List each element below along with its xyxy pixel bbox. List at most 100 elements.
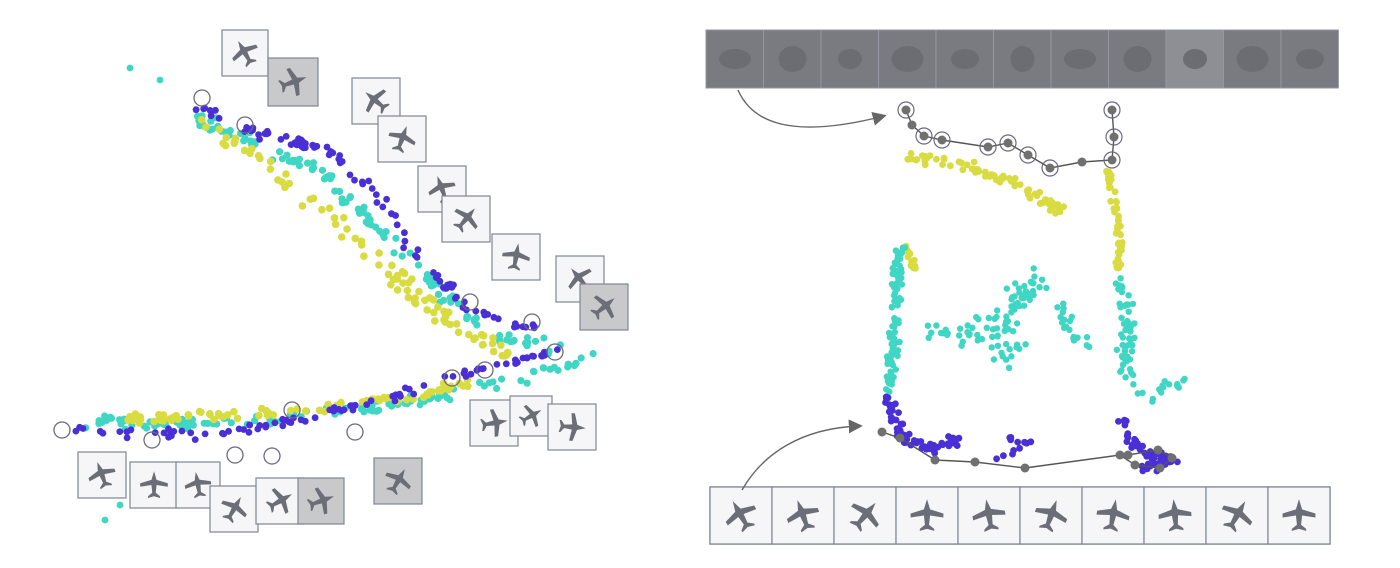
scatter-point-c <box>156 416 165 425</box>
scatter-point-b <box>489 378 497 386</box>
highlight-ring <box>979 138 997 156</box>
airplane-thumbnail <box>77 451 127 499</box>
scatter-point-b <box>1129 300 1137 308</box>
scatter-point-c <box>1103 167 1110 175</box>
scatter-point-a <box>282 133 290 140</box>
scatter-point-b <box>577 354 585 362</box>
scatter-point-b <box>956 332 963 339</box>
scatter-point-c <box>340 213 348 222</box>
scatter-point-c <box>403 286 412 295</box>
scatter-point-a <box>993 455 1000 463</box>
scatter-point-b <box>1030 265 1037 272</box>
scatter-point-b <box>1130 381 1137 388</box>
scatter-point-b <box>1006 346 1013 353</box>
scatter-point-a <box>327 148 335 155</box>
airplane-thumbnail <box>771 486 835 545</box>
scatter-point-b <box>1119 361 1127 368</box>
airplane-thumbnail <box>491 233 541 281</box>
scatter-point-c <box>282 170 290 178</box>
scatter-point-c <box>907 150 915 157</box>
scatter-point-c <box>202 123 210 131</box>
scatter-point-b <box>1139 389 1146 396</box>
airplane-thumbnail <box>373 457 423 505</box>
scatter-point-b <box>554 366 562 374</box>
scatter-point-b <box>1160 384 1167 391</box>
scatter-point-a <box>241 128 249 136</box>
scatter-point-b <box>276 148 284 156</box>
highlight-ring <box>933 131 951 149</box>
scatter-point-b <box>975 316 982 323</box>
scatter-point-c <box>415 287 423 296</box>
scatter-point-c <box>999 172 1007 180</box>
trajectory-node <box>1077 157 1087 167</box>
scatter-point-a <box>326 406 334 414</box>
scatter-point-b <box>1119 341 1126 349</box>
scatter-point-b <box>894 352 901 360</box>
scatter-point-a <box>383 195 390 203</box>
airplane-thumbnail <box>579 283 629 331</box>
scatter-point-b <box>241 134 249 142</box>
scatter-point-c <box>409 395 418 403</box>
highlight-ring <box>897 101 915 119</box>
scatter-point-a <box>461 367 469 375</box>
airplane-thumbnail <box>1081 486 1145 545</box>
scatter-point-a <box>201 430 209 438</box>
scatter-point-b <box>498 375 506 383</box>
scatter-point-b <box>1121 348 1129 355</box>
scatter-point-a <box>255 131 262 139</box>
scatter-point-c <box>1111 188 1119 196</box>
scatter-point-b <box>1129 342 1136 349</box>
scatter-point-c <box>262 407 271 416</box>
scatter-point-a <box>79 425 87 432</box>
scatter-point-a <box>391 397 399 405</box>
scatter-point-c <box>939 161 946 169</box>
scatter-point-b <box>1030 291 1037 299</box>
silhouette-shape <box>1010 46 1035 72</box>
scatter-point-b <box>1083 334 1091 341</box>
trajectory-node <box>1130 460 1140 470</box>
scatter-point-a <box>1023 439 1031 447</box>
scatter-point-c <box>440 307 448 316</box>
scatter-point-c <box>174 415 182 424</box>
scatter-point-b <box>446 396 454 404</box>
scatter-point-c <box>330 214 339 222</box>
scatter-point-c <box>331 220 340 229</box>
scatter-point-b <box>1083 342 1091 349</box>
scatter-point-c <box>404 278 413 287</box>
scatter-point-b <box>1128 348 1136 355</box>
scatter-point-c <box>1116 247 1124 254</box>
scatter-point-b <box>1149 398 1156 405</box>
scatter-point-a <box>1162 452 1169 460</box>
scatter-point-c <box>478 341 487 349</box>
scatter-point-b <box>362 218 370 226</box>
scatter-point-b <box>524 338 532 346</box>
scatter-point-b <box>883 353 891 360</box>
scatter-point-b <box>993 313 1000 321</box>
scatter-point-b <box>1031 273 1038 280</box>
scatter-point-c <box>996 178 1004 186</box>
scatter-point-b <box>1071 336 1078 344</box>
trajectory-node <box>1153 445 1163 455</box>
scatter-point-b <box>142 424 151 432</box>
scatter-point-b <box>318 166 327 174</box>
scatter-point-a <box>1007 434 1015 441</box>
scatter-point-b <box>889 323 896 330</box>
airplane-thumbnail <box>221 29 269 77</box>
scatter-point-a <box>1016 444 1023 452</box>
pose-embedding-right-panel <box>705 29 1339 545</box>
scatter-point-b <box>884 378 892 385</box>
scatter-point-b <box>398 252 406 260</box>
trajectory-node <box>901 105 911 115</box>
scatter-point-a <box>365 177 373 185</box>
scatter-point-c <box>301 407 310 415</box>
scatter-point-a <box>1000 452 1007 460</box>
scatter-point-b <box>1118 353 1126 360</box>
trajectory-node <box>919 131 929 141</box>
scatter-point-a <box>948 436 955 444</box>
scatter-point-b <box>1012 280 1019 287</box>
scatter-point-a <box>434 272 442 279</box>
scatter-point-a <box>297 136 305 144</box>
scatter-point-c <box>230 407 238 416</box>
scatter-point-c <box>940 154 948 162</box>
scatter-point-c <box>972 168 979 176</box>
